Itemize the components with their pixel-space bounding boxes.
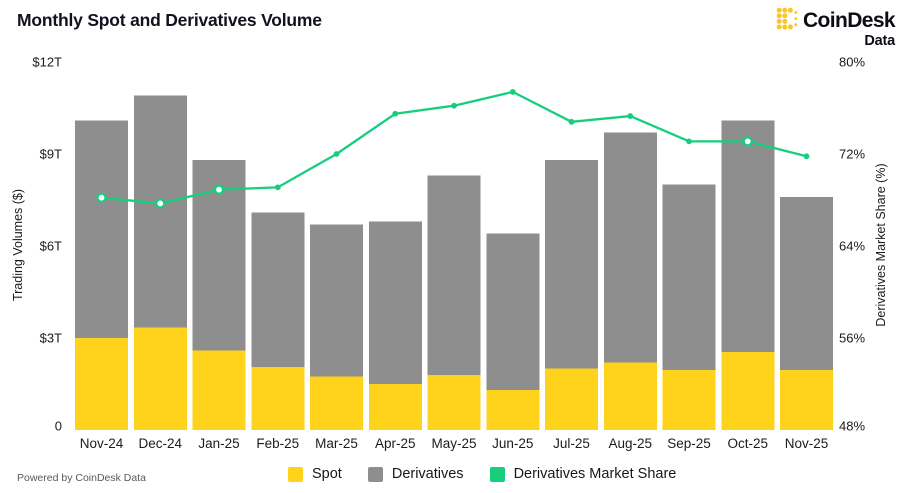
y-left-tick: $12T bbox=[32, 55, 62, 70]
market-share-swatch-icon bbox=[489, 466, 505, 482]
legend-label: Spot bbox=[312, 466, 342, 482]
market-share-point-Jul-25 bbox=[568, 118, 575, 125]
market-share-point-Apr-25 bbox=[392, 110, 399, 117]
derivatives-bar-Aug-25 bbox=[603, 132, 657, 363]
market-share-point-Aug-25 bbox=[627, 113, 634, 119]
derivatives-bar-May-25 bbox=[427, 175, 481, 375]
coindesk-data-label: Data bbox=[864, 33, 895, 49]
x-tick-Jul-25: Jul-25 bbox=[553, 436, 590, 451]
spot-bar-Jan-25 bbox=[192, 350, 246, 430]
x-tick-Jun-25: Jun-25 bbox=[492, 436, 533, 451]
y-left-tick: $9T bbox=[40, 147, 62, 162]
spot-bar-Oct-25 bbox=[721, 351, 775, 430]
market-share-point-Feb-25 bbox=[274, 184, 281, 191]
x-tick-Dec-24: Dec-24 bbox=[138, 436, 182, 451]
y-right-tick: 48% bbox=[839, 419, 865, 434]
y-left-tick: $6T bbox=[40, 239, 62, 254]
spot-bar-Nov-25 bbox=[780, 370, 833, 430]
derivatives-bar-Nov-25 bbox=[780, 196, 833, 371]
page-title: Monthly Spot and Derivatives Volume bbox=[17, 10, 322, 30]
y-left-tick: $3T bbox=[40, 331, 62, 346]
legend-item-market-share: Derivatives Market Share bbox=[489, 466, 677, 482]
spot-bar-Nov-24 bbox=[75, 338, 128, 430]
derivatives-bar-Sep-25 bbox=[662, 184, 716, 371]
coindesk-wordmark: CoinDesk bbox=[802, 9, 896, 32]
legend-item-derivatives: Derivatives bbox=[367, 466, 464, 482]
spot-swatch-icon bbox=[288, 466, 303, 482]
y-right-tick: 56% bbox=[839, 331, 865, 346]
derivatives-bar-Apr-25 bbox=[368, 221, 422, 384]
x-tick-Apr-25: Apr-25 bbox=[375, 436, 416, 451]
y-right-tick: 80% bbox=[839, 55, 865, 70]
coindesk-logo: CoinDesk Data bbox=[776, 7, 896, 49]
derivatives-bar-Jul-25 bbox=[545, 160, 598, 369]
x-tick-May-25: May-25 bbox=[431, 436, 476, 451]
x-tick-Nov-25: Nov-25 bbox=[785, 436, 829, 451]
spot-bar-Sep-25 bbox=[662, 370, 716, 430]
derivatives-bar-Feb-25 bbox=[251, 212, 305, 368]
market-share-point-Oct-25 bbox=[742, 136, 753, 147]
spot-bar-Jul-25 bbox=[545, 368, 598, 430]
x-tick-Aug-25: Aug-25 bbox=[608, 436, 652, 451]
derivatives-bar-Mar-25 bbox=[310, 224, 363, 377]
market-share-point-Dec-24 bbox=[155, 198, 166, 209]
legend-label: Derivatives bbox=[391, 466, 464, 482]
spot-bar-Feb-25 bbox=[251, 367, 305, 430]
market-share-point-Sep-25 bbox=[686, 138, 692, 145]
derivatives-bar-Dec-24 bbox=[133, 95, 187, 328]
spot-bar-Mar-25 bbox=[310, 376, 363, 430]
spot-bar-Aug-25 bbox=[603, 362, 657, 430]
y-right-tick: 64% bbox=[839, 239, 865, 254]
market-share-point-Jan-25 bbox=[213, 184, 225, 195]
chart-legend: Spot Derivatives Derivatives Market Shar… bbox=[288, 466, 676, 482]
derivatives-bar-Oct-25 bbox=[721, 120, 775, 352]
spot-bar-Dec-24 bbox=[133, 327, 187, 430]
market-share-point-Nov-24 bbox=[96, 192, 107, 203]
y-right-tick: 72% bbox=[839, 147, 865, 162]
powered-by-credit: Powered by CoinDesk Data bbox=[17, 472, 146, 484]
spot-bar-May-25 bbox=[427, 374, 481, 430]
market-share-point-May-25 bbox=[451, 102, 457, 109]
x-tick-Mar-25: Mar-25 bbox=[315, 436, 358, 451]
y-left-axis-title: Trading Volumes ($) bbox=[11, 189, 25, 301]
market-share-point-Jun-25 bbox=[509, 89, 516, 95]
spot-bar-Jun-25 bbox=[486, 390, 540, 430]
x-tick-Sep-25: Sep-25 bbox=[667, 436, 711, 451]
market-share-point-Mar-25 bbox=[333, 151, 340, 157]
y-right-axis-title: Derivatives Market Share (%) bbox=[874, 163, 888, 326]
market-share-point-Nov-25 bbox=[803, 153, 810, 160]
derivatives-swatch-icon bbox=[367, 466, 383, 482]
spot-bar-Apr-25 bbox=[368, 384, 422, 430]
x-tick-Jan-25: Jan-25 bbox=[198, 436, 239, 451]
y-left-tick: 0 bbox=[55, 419, 62, 434]
derivatives-bar-Jun-25 bbox=[486, 233, 540, 391]
x-tick-Feb-25: Feb-25 bbox=[256, 436, 299, 451]
x-tick-Nov-24: Nov-24 bbox=[80, 436, 124, 451]
x-tick-Oct-25: Oct-25 bbox=[727, 436, 768, 451]
derivatives-bar-Nov-24 bbox=[75, 120, 128, 339]
legend-item-spot: Spot bbox=[288, 466, 342, 482]
legend-label: Derivatives Market Share bbox=[513, 466, 677, 482]
coindesk-logo-icon bbox=[776, 7, 799, 35]
